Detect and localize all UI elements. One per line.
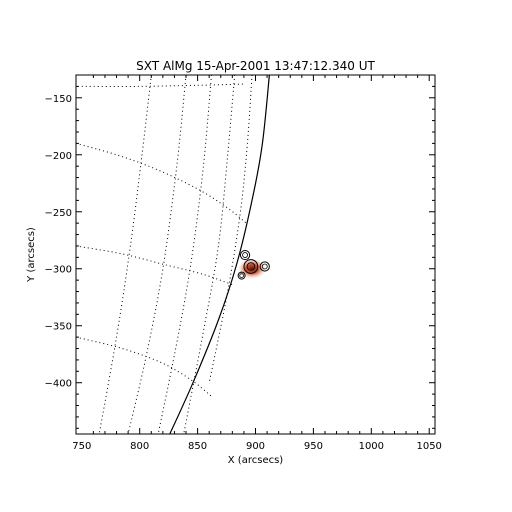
x-tick-label: 1000 <box>359 441 384 452</box>
x-tick-label: 950 <box>304 441 323 452</box>
y-axis: −150 −200 −250 −300 −350 −400 <box>45 74 435 429</box>
x-tick-label: 850 <box>188 441 207 452</box>
x-tick-label: 750 <box>72 441 91 452</box>
longitude-line <box>157 75 212 434</box>
longitude-line <box>127 75 187 434</box>
flare-contour-inner <box>246 262 256 271</box>
longitude-line <box>183 75 236 434</box>
x-tick-label: 1050 <box>416 441 441 452</box>
flare-contour <box>237 271 246 280</box>
latitude-line <box>76 142 247 224</box>
latitude-line <box>81 83 244 87</box>
y-tick-label: −300 <box>45 265 72 276</box>
x-tick-label: 800 <box>130 441 149 452</box>
flare-contour-inner <box>261 263 268 270</box>
solar-limb <box>169 75 270 434</box>
flare-source <box>237 249 270 280</box>
flare-emission <box>238 258 267 279</box>
limb-curve <box>169 75 270 434</box>
flare-contour-inner <box>242 252 248 258</box>
chart-title: SXT AlMg 15-Apr-2001 13:47:12.340 UT <box>136 59 375 73</box>
flare-contour <box>259 261 270 272</box>
y-tick-label: −150 <box>45 94 72 105</box>
flare-contour <box>243 259 259 274</box>
x-axis: 750 800 850 900 950 1000 1050 <box>72 75 442 452</box>
y-tick-label: −400 <box>45 379 72 390</box>
heliographic-grid <box>76 75 253 434</box>
y-tick-label: −350 <box>45 322 72 333</box>
y-tick-label: −200 <box>45 151 72 162</box>
y-tick-label: −250 <box>45 208 72 219</box>
latitude-line <box>76 245 233 286</box>
latitude-line <box>76 336 212 397</box>
y-axis-label: Y (arcsecs) <box>26 227 37 283</box>
flare-contour <box>239 249 251 261</box>
x-tick-label: 900 <box>246 441 265 452</box>
x-axis-label: X (arcsecs) <box>228 455 284 466</box>
plot-frame <box>75 74 436 435</box>
longitude-line <box>98 75 152 434</box>
flare-contour-inner <box>239 273 244 278</box>
